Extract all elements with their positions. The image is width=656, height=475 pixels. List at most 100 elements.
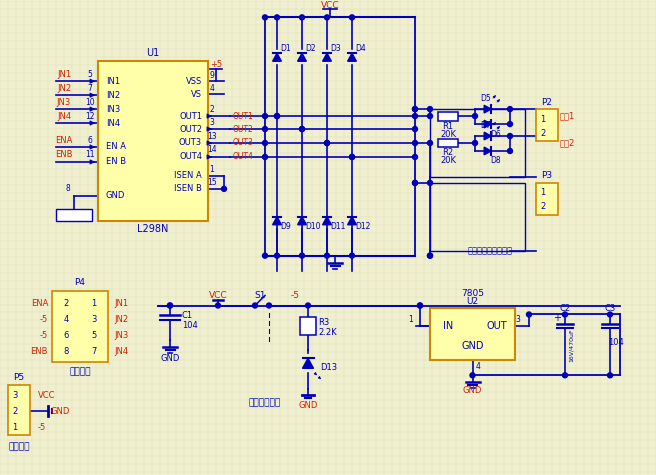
Polygon shape [298,53,306,61]
Circle shape [413,106,417,112]
Text: D9: D9 [280,222,291,231]
Text: OUT3: OUT3 [233,139,254,148]
Circle shape [470,373,475,378]
Text: OUT1: OUT1 [233,112,254,121]
Circle shape [562,373,567,378]
Circle shape [262,141,268,145]
Circle shape [508,149,512,153]
Circle shape [350,15,354,20]
Polygon shape [323,53,331,61]
Text: -5: -5 [40,315,48,324]
Circle shape [262,126,268,132]
Text: ENA: ENA [31,299,48,308]
Circle shape [167,303,173,308]
Text: 2: 2 [541,202,546,211]
Text: D1: D1 [280,44,291,53]
Text: JN4: JN4 [57,112,71,121]
Bar [52,291,108,362]
Circle shape [428,114,432,119]
Text: -5: -5 [291,291,300,300]
Text: GND: GND [106,191,125,200]
Text: 6: 6 [64,331,69,340]
Bar [430,109,525,177]
Text: GND: GND [298,401,318,410]
Circle shape [417,303,422,308]
Circle shape [428,253,432,258]
Circle shape [428,253,432,258]
Text: ENA: ENA [55,135,73,144]
Text: 1: 1 [12,423,18,432]
Text: 电机1: 电机1 [560,112,575,121]
Circle shape [274,15,279,20]
Text: U1: U1 [146,48,159,58]
Text: 电机2: 电机2 [560,139,575,148]
Text: 电机控制: 电机控制 [70,368,91,377]
Text: R1: R1 [442,122,453,131]
Text: 2: 2 [541,129,546,138]
Circle shape [262,15,268,20]
Bar [98,61,208,221]
Text: 12: 12 [85,112,94,121]
Text: 7805: 7805 [461,289,484,298]
Text: C2: C2 [560,304,571,313]
Text: IN1: IN1 [106,76,120,86]
Text: 104: 104 [608,338,624,347]
Circle shape [274,253,279,258]
Text: JN2: JN2 [57,84,71,93]
Text: 1: 1 [210,165,215,174]
Polygon shape [273,53,281,61]
Circle shape [527,312,531,317]
Circle shape [413,141,417,145]
Text: VCC: VCC [321,1,339,10]
Text: 11: 11 [85,151,94,160]
Text: 10: 10 [85,98,95,106]
Circle shape [413,154,417,160]
Text: IN: IN [443,322,453,332]
Text: D7: D7 [481,121,491,130]
Circle shape [413,180,417,185]
Circle shape [262,253,268,258]
Text: -5: -5 [40,331,48,340]
Text: JN4: JN4 [114,347,128,356]
Text: 7: 7 [87,84,92,93]
Text: VCC: VCC [209,291,228,300]
Text: 4: 4 [64,315,69,324]
Bar [438,139,458,147]
Circle shape [350,253,354,258]
Text: JN2: JN2 [114,315,128,324]
Circle shape [562,312,567,317]
Text: 2: 2 [12,407,18,416]
Text: JN1: JN1 [114,299,128,308]
Text: ENB: ENB [55,151,73,160]
Polygon shape [323,217,331,225]
Text: 1: 1 [541,189,546,197]
Circle shape [300,126,304,132]
Bar [536,183,558,215]
Bar [438,112,458,121]
Text: GND: GND [463,386,482,395]
Text: R3: R3 [318,318,329,327]
Text: C1: C1 [182,311,193,320]
Circle shape [350,154,354,160]
Text: P3: P3 [541,171,552,180]
Circle shape [413,180,417,185]
Polygon shape [484,147,491,155]
Text: 4: 4 [476,362,481,371]
Text: VCC: VCC [38,391,56,400]
Circle shape [428,180,432,185]
Text: 电机转动方向指示灯: 电机转动方向指示灯 [468,246,512,255]
Polygon shape [348,217,356,225]
Circle shape [428,141,432,145]
Text: 4: 4 [209,84,215,93]
Polygon shape [484,105,491,113]
Text: 8: 8 [66,184,70,193]
Circle shape [262,154,268,160]
Text: 15: 15 [207,179,217,187]
Text: P5: P5 [13,373,24,382]
Text: OUT4: OUT4 [233,152,254,162]
Circle shape [222,186,226,191]
Text: D11: D11 [330,222,345,231]
Circle shape [325,15,329,20]
Circle shape [508,122,512,126]
Bar [536,109,558,141]
